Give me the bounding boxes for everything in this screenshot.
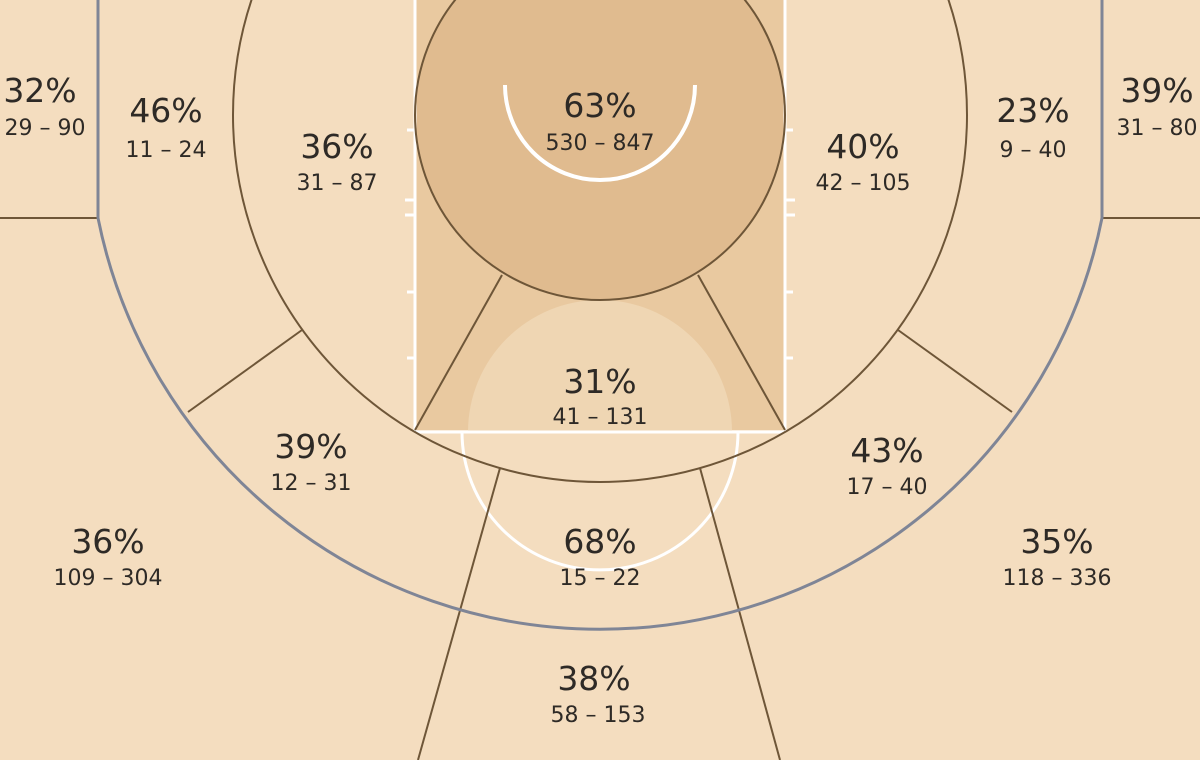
zone-percentage: 36%	[71, 522, 144, 561]
free-throw-arc	[460, 431, 740, 572]
zone-percentage: 36%	[300, 127, 373, 166]
zone-made-attempts: 31 – 87	[297, 171, 378, 196]
zone-divider-paint-right	[697, 274, 786, 431]
three-point-line	[96, 0, 1104, 631]
lane-hash-marks	[405, 128, 795, 360]
restricted-area-fill	[415, 0, 785, 300]
restricted-arc	[503, 84, 697, 182]
zone-made-attempts: 118 – 336	[1003, 566, 1112, 591]
zone-made-attempts: 11 – 24	[126, 138, 207, 163]
zone-made-attempts: 31 – 80	[1117, 116, 1198, 141]
zone-percentage: 39%	[274, 427, 347, 466]
zone-made-attempts: 29 – 90	[5, 116, 86, 141]
zone-divider-mid-left	[187, 329, 303, 413]
restricted-zone-boundary	[414, 0, 786, 301]
zone-percentage: 35%	[1020, 522, 1093, 561]
zone-percentage: 31%	[563, 362, 636, 401]
zone-percentage: 40%	[826, 127, 899, 166]
zone-labels: 32% 29 – 90 46% 11 – 24 36% 31 – 87 63% 530 – 8…	[3, 71, 1197, 728]
zone-made-attempts: 41 – 131	[553, 405, 648, 430]
paint-lower-cover	[400, 432, 800, 572]
zone-made-attempts: 58 – 153	[551, 703, 646, 728]
zone-made-attempts: 12 – 31	[271, 471, 352, 496]
zone-percentage: 38%	[557, 659, 630, 698]
midrange-zone-boundary	[232, 0, 968, 483]
zone-divider-lower-left	[417, 467, 501, 760]
zone-percentage: 23%	[996, 91, 1069, 130]
zone-divider-mid-right	[897, 329, 1013, 413]
zone-percentage: 68%	[563, 522, 636, 561]
zone-made-attempts: 15 – 22	[560, 566, 641, 591]
zone-divider-paint-left	[414, 274, 503, 431]
zone-made-attempts: 17 – 40	[847, 475, 928, 500]
zone-made-attempts: 42 – 105	[816, 171, 911, 196]
zone-made-attempts: 9 – 40	[1000, 138, 1067, 163]
zone-percentage: 39%	[1120, 71, 1193, 110]
zone-percentage: 43%	[850, 431, 923, 470]
zone-percentage: 46%	[129, 91, 202, 130]
zone-percentage: 32%	[3, 71, 76, 110]
zone-divider-lower-right	[699, 467, 781, 760]
zone-made-attempts: 109 – 304	[54, 566, 163, 591]
zone-made-attempts: 530 – 847	[546, 131, 655, 156]
zone-percentage: 63%	[563, 86, 636, 125]
